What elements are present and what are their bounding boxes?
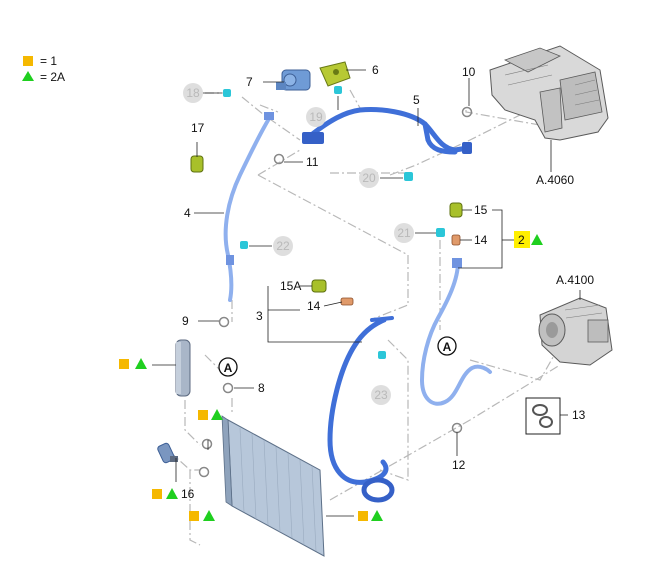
o-ring-10 <box>461 106 473 118</box>
label-20[interactable]: 20 <box>359 168 379 188</box>
fitting-17 <box>190 155 204 173</box>
label-8[interactable]: 8 <box>258 381 265 395</box>
label-20-text: 20 <box>362 171 376 185</box>
marker-square-5 <box>358 511 368 521</box>
hose-2 <box>420 258 492 406</box>
label-19-text: 19 <box>309 110 323 124</box>
label-13[interactable]: 13 <box>572 408 586 422</box>
o-ring-11 <box>273 153 285 165</box>
label-18[interactable]: 18 <box>183 83 203 103</box>
legend: = 1 = 2A <box>22 54 65 84</box>
compressor-a4100 <box>538 297 613 366</box>
marker-triangle-part2 <box>531 234 543 245</box>
marker-square-1 <box>119 359 129 369</box>
seal-kit-13 <box>525 397 561 435</box>
valve-cap-19 <box>334 86 342 94</box>
highlight-part-2 <box>514 231 530 248</box>
fitting-14-upper <box>451 234 461 246</box>
label-15a[interactable]: 15A <box>280 279 301 293</box>
o-ring-cond-1 <box>201 438 213 450</box>
label-23-text: 23 <box>374 388 388 402</box>
markers <box>119 234 543 521</box>
label-22[interactable]: 22 <box>273 236 293 256</box>
label-14-lower[interactable]: 14 <box>307 299 321 313</box>
valve-cap-18 <box>223 89 231 97</box>
callout-a-right-text: A <box>443 340 452 354</box>
hose-4 <box>223 112 274 302</box>
label-7[interactable]: 7 <box>246 75 253 89</box>
legend-square-icon <box>23 56 33 66</box>
bracket-6 <box>319 61 351 87</box>
o-ring-9 <box>218 316 230 328</box>
label-18-text: 18 <box>186 86 200 100</box>
receiver-drier <box>175 339 191 397</box>
marker-triangle-3 <box>166 488 178 499</box>
valve-cap-21 <box>436 228 445 237</box>
hose-5-manifold <box>302 132 324 144</box>
sensor-7 <box>276 69 311 91</box>
hvac-unit-a4060 <box>489 45 609 141</box>
label-3[interactable]: 3 <box>256 309 263 323</box>
legend-triangle-icon <box>22 71 34 81</box>
marker-triangle-2 <box>211 409 223 420</box>
fitting-15 <box>449 202 463 218</box>
legend-square-text: = 1 <box>40 54 57 68</box>
label-a4060[interactable]: A.4060 <box>536 173 574 187</box>
label-11[interactable]: 11 <box>306 155 319 169</box>
marker-triangle-5 <box>371 510 383 521</box>
label-23[interactable]: 23 <box>371 385 391 405</box>
label-21[interactable]: 21 <box>394 223 414 243</box>
callout-a-left[interactable]: A <box>218 357 238 377</box>
hose-5 <box>302 107 472 155</box>
marker-triangle-4 <box>203 510 215 521</box>
callout-a-right[interactable]: A <box>437 336 457 356</box>
label-a4100[interactable]: A.4100 <box>556 273 594 287</box>
marker-square-4 <box>189 511 199 521</box>
label-19[interactable]: 19 <box>306 107 326 127</box>
valve-cap-20 <box>404 172 413 181</box>
o-rings <box>198 106 473 478</box>
condenser <box>221 415 325 557</box>
label-9[interactable]: 9 <box>182 314 189 328</box>
valve-cap-22 <box>240 241 248 249</box>
label-4[interactable]: 4 <box>184 206 191 220</box>
marker-square-2 <box>198 410 208 420</box>
label-21-text: 21 <box>397 226 411 240</box>
o-ring-12 <box>451 422 463 434</box>
label-16[interactable]: 16 <box>181 487 195 501</box>
label-10[interactable]: 10 <box>462 65 476 79</box>
callout-a-left-text: A <box>224 361 233 375</box>
fitting-15a <box>311 279 327 293</box>
o-ring-8 <box>222 382 234 394</box>
label-6[interactable]: 6 <box>372 63 379 77</box>
label-14-upper[interactable]: 14 <box>474 233 488 247</box>
o-ring-cond-2 <box>198 466 210 478</box>
label-2[interactable]: 2 <box>518 233 525 247</box>
legend-triangle-text: = 2A <box>40 70 65 84</box>
hose-3 <box>327 316 395 503</box>
leader-lines <box>152 69 581 517</box>
label-12[interactable]: 12 <box>452 458 466 472</box>
marker-triangle-1 <box>135 358 147 369</box>
label-22-text: 22 <box>276 239 290 253</box>
fitting-14-lower <box>340 297 354 306</box>
label-17[interactable]: 17 <box>191 121 205 135</box>
valve-cap-23 <box>378 351 386 359</box>
label-5[interactable]: 5 <box>413 93 420 107</box>
sensor-16 <box>157 442 178 464</box>
label-15[interactable]: 15 <box>474 203 488 217</box>
marker-square-3 <box>152 489 162 499</box>
